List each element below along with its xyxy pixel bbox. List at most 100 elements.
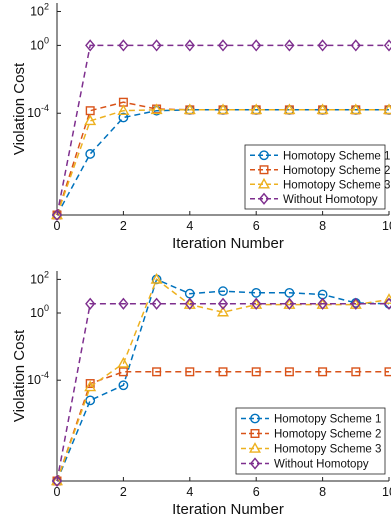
x-tick-label: 10 xyxy=(382,485,391,499)
marker-homotopy-scheme-2-8 xyxy=(318,367,328,377)
legend-label-homotopy-scheme-1: Homotopy Scheme 1 xyxy=(283,150,390,162)
y-tick-label: 100 xyxy=(30,303,49,320)
marker-homotopy-scheme-3-10 xyxy=(383,103,391,115)
marker-homotopy-scheme-2-2 xyxy=(118,367,128,377)
chart-2: 0 2 4 6 8 10 102 100 10-4 Iteration Number Violati… xyxy=(11,269,391,517)
x-axis-label: Iteration Number xyxy=(172,235,284,252)
legend-label-homotopy-scheme-3: Homotopy Scheme 3 xyxy=(283,179,390,191)
marker-homotopy-scheme-1-2 xyxy=(118,112,129,123)
x-tick-label: 10 xyxy=(382,219,391,233)
x-tick-label: 4 xyxy=(186,219,193,233)
marker-homotopy-scheme-3-3 xyxy=(150,103,163,115)
legend-label-homotopy-scheme-2: Homotopy Scheme 2 xyxy=(283,165,390,177)
marker-homotopy-scheme-2-9 xyxy=(351,367,361,377)
marker-homotopy-scheme-3-10 xyxy=(383,293,391,304)
series-homotopy-scheme-3 xyxy=(51,103,391,220)
y-axis-label: Violation Cost xyxy=(11,62,28,155)
y-tick-label: 10-4 xyxy=(27,103,49,120)
marker-without-homotopy-2 xyxy=(118,297,129,310)
marker-homotopy-scheme-1-legend xyxy=(259,150,269,161)
series-line-homotopy-scheme-3 xyxy=(56,109,389,216)
y-tick-label: 102 xyxy=(30,1,49,18)
plot-area xyxy=(51,272,391,487)
x-tick-label: 4 xyxy=(186,485,193,499)
marker-without-homotopy-legend xyxy=(258,192,270,205)
legend-label-homotopy-scheme-1: Homotopy Scheme 1 xyxy=(274,414,381,426)
marker-homotopy-scheme-3-8 xyxy=(316,103,329,115)
marker-without-homotopy-9 xyxy=(350,39,361,52)
marker-homotopy-scheme-3-3 xyxy=(150,272,163,284)
marker-without-homotopy-7 xyxy=(284,297,295,310)
x-tick-label: 6 xyxy=(253,219,260,233)
y-tick-label: 102 xyxy=(30,269,49,286)
marker-without-homotopy-10 xyxy=(383,297,391,310)
marker-without-homotopy-7 xyxy=(284,39,295,52)
marker-homotopy-scheme-3-2 xyxy=(117,356,130,368)
marker-homotopy-scheme-3-1 xyxy=(84,380,97,392)
marker-without-homotopy-legend xyxy=(249,457,261,470)
x-tick-label: 2 xyxy=(120,219,127,233)
marker-homotopy-scheme-3-4 xyxy=(183,103,196,115)
marker-homotopy-scheme-1-2 xyxy=(118,380,129,391)
legend: Homotopy Scheme 1 Homotopy Scheme 2 Homoto… xyxy=(244,144,390,210)
marker-homotopy-scheme-3-0 xyxy=(51,208,63,220)
series-line-homotopy-scheme-1 xyxy=(56,278,390,482)
legend-label-homotopy-scheme-2: Homotopy Scheme 2 xyxy=(274,429,381,441)
marker-homotopy-scheme-3-9 xyxy=(349,103,362,115)
y-tick-label: 100 xyxy=(30,35,49,52)
marker-without-homotopy-9 xyxy=(350,297,361,310)
marker-homotopy-scheme-3-1 xyxy=(84,114,97,126)
legend-label-without-homotopy: Without Homotopy xyxy=(274,459,369,471)
marker-homotopy-scheme-3-2 xyxy=(117,104,130,115)
x-axis-label: Iteration Number xyxy=(172,501,284,517)
y-axis-label: Violation Cost xyxy=(11,329,28,422)
marker-without-homotopy-4 xyxy=(184,39,195,52)
marker-without-homotopy-1 xyxy=(85,39,96,52)
x-tick-label: 6 xyxy=(253,485,260,499)
marker-without-homotopy-8 xyxy=(317,297,328,310)
marker-without-homotopy-5 xyxy=(217,297,229,310)
legend-label-homotopy-scheme-3: Homotopy Scheme 3 xyxy=(274,444,381,456)
marker-without-homotopy-4 xyxy=(184,297,195,310)
marker-homotopy-scheme-1-7 xyxy=(284,287,295,298)
marker-homotopy-scheme-1-6 xyxy=(251,287,262,298)
marker-without-homotopy-2 xyxy=(118,39,129,52)
marker-homotopy-scheme-3-legend xyxy=(258,177,270,189)
legend: Homotopy Scheme 1 Homotopy Scheme 2 Homoto… xyxy=(235,407,386,475)
marker-without-homotopy-3 xyxy=(151,297,162,310)
series-line-without-homotopy xyxy=(56,44,389,216)
marker-homotopy-scheme-1-legend xyxy=(250,413,260,424)
marker-homotopy-scheme-2-10 xyxy=(384,367,391,377)
marker-homotopy-scheme-2-6 xyxy=(251,367,261,377)
marker-without-homotopy-3 xyxy=(151,39,162,52)
marker-without-homotopy-10 xyxy=(383,39,391,52)
marker-without-homotopy-6 xyxy=(251,297,262,310)
series-line-without-homotopy xyxy=(56,303,389,482)
marker-homotopy-scheme-1-1 xyxy=(85,395,96,406)
marker-homotopy-scheme-2-legend xyxy=(259,165,269,175)
x-tick-label: 0 xyxy=(54,219,61,233)
marker-homotopy-scheme-1-1 xyxy=(85,149,96,159)
x-tick-label: 8 xyxy=(319,485,326,499)
marker-without-homotopy-5 xyxy=(217,39,229,52)
marker-homotopy-scheme-3-5 xyxy=(217,103,229,115)
marker-homotopy-scheme-2-4 xyxy=(185,367,195,377)
marker-homotopy-scheme-1-5 xyxy=(218,286,228,297)
y-tick-label: 10-4 xyxy=(27,370,49,387)
marker-without-homotopy-1 xyxy=(85,297,96,310)
chart-1: 0 2 4 6 8 10 102 100 10-4 Iteration Number Violati… xyxy=(11,1,391,252)
marker-without-homotopy-6 xyxy=(251,39,262,52)
series-homotopy-scheme-2 xyxy=(52,367,391,486)
x-tick-label: 8 xyxy=(319,219,326,233)
marker-homotopy-scheme-2-3 xyxy=(152,367,162,377)
series-without-homotopy xyxy=(51,297,391,487)
marker-without-homotopy-0 xyxy=(51,474,63,487)
marker-homotopy-scheme-2-5 xyxy=(218,367,228,377)
marker-homotopy-scheme-3-6 xyxy=(250,103,263,115)
legend-label-without-homotopy: Without Homotopy xyxy=(283,194,378,206)
marker-homotopy-scheme-3-0 xyxy=(51,474,63,486)
marker-homotopy-scheme-2-legend xyxy=(250,429,260,439)
marker-homotopy-scheme-3-legend xyxy=(249,442,261,453)
marker-homotopy-scheme-2-7 xyxy=(284,367,294,377)
